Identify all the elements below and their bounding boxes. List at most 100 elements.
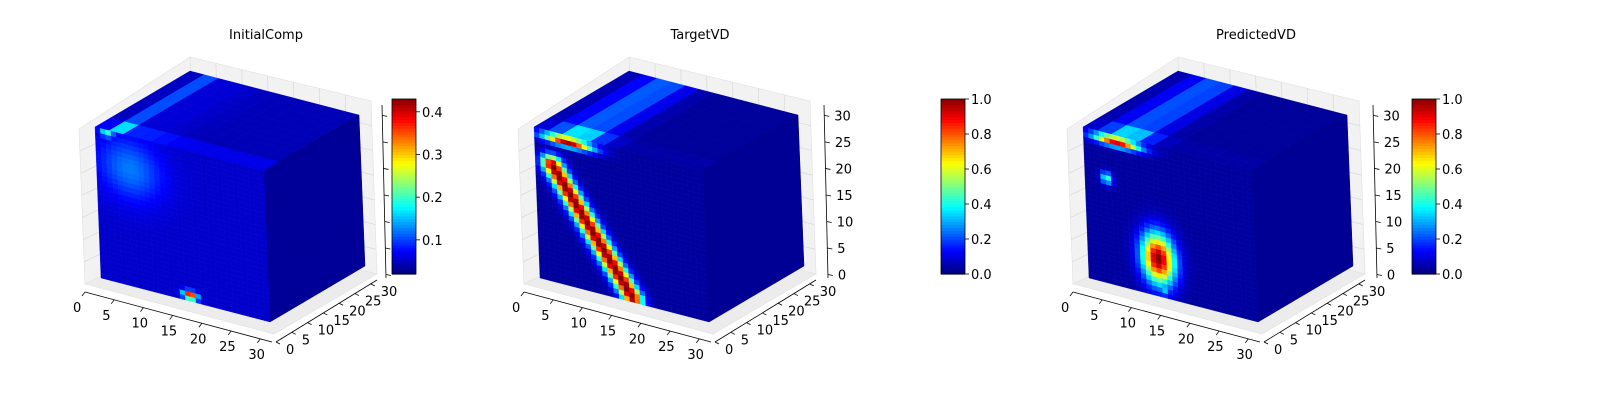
colorbar-tick-label: 0.6 [1442, 163, 1463, 178]
voxel-edge [711, 165, 719, 317]
colorbar-segment [941, 169, 965, 173]
colorbar-segment [941, 145, 965, 150]
colorbar-segment [941, 218, 965, 223]
colorbar-segment [941, 128, 965, 132]
colorbar-segment [941, 139, 965, 144]
colorbar-segment [392, 145, 416, 150]
y-tick-mark [275, 341, 281, 345]
y-tick-mark [1358, 283, 1363, 287]
colorbar-segment [941, 259, 965, 263]
voxel-edge [314, 141, 321, 293]
colorbar-tick-label: 1.0 [971, 93, 992, 108]
x-tick-mark [1098, 299, 1103, 305]
voxel-edge [284, 158, 291, 310]
colorbar-segment [941, 174, 965, 179]
y-tick-label: 20 [788, 304, 805, 319]
z-tick-mark [385, 274, 391, 276]
voxel-edge [788, 120, 796, 272]
y-tick-label: 0 [286, 343, 294, 358]
colorbar-segment [392, 99, 416, 103]
x-tick-label: 30 [248, 348, 265, 363]
voxel-edge [741, 148, 748, 300]
voxel-edge [355, 116, 363, 268]
y-tick-mark [1326, 302, 1332, 306]
colorbar-segment [941, 134, 965, 138]
colorbar-segment [941, 113, 965, 118]
colorbar-segment [941, 212, 965, 217]
z-tick-mark [1373, 141, 1379, 144]
colorbar-tick-label: 0.3 [422, 148, 443, 163]
colorbar-segment [941, 101, 965, 106]
x-tick-mark [169, 315, 173, 320]
colorbar-segment [392, 157, 416, 161]
y-tick-label: 0 [725, 343, 733, 358]
y-tick-mark [307, 322, 312, 325]
z-tick-mark [826, 221, 832, 223]
y-tick-mark [1311, 312, 1316, 316]
colorbar-tick-label: 0.4 [1442, 198, 1463, 213]
colorbar-segment [392, 116, 416, 121]
colorbar-segment [392, 195, 416, 199]
x-tick-label: 0 [512, 301, 520, 316]
y-tick-mark [714, 341, 720, 345]
x-tick-label: 20 [629, 332, 646, 347]
colorbar-segment [392, 221, 416, 226]
colorbar-segment [392, 174, 416, 179]
colorbar-tick-label: 0.6 [971, 163, 992, 178]
y-tick-mark [793, 293, 799, 296]
colorbar-frame [940, 98, 966, 275]
colorbar-tick-label: 1.0 [1442, 93, 1463, 108]
voxel-edge [777, 127, 784, 279]
x-tick-label: 10 [1119, 317, 1136, 332]
colorbar-segment [392, 110, 416, 115]
y-tick-label: 0 [1274, 343, 1282, 358]
z-tick-mark [1376, 274, 1382, 276]
x-tick-mark [666, 330, 671, 336]
y-tick-label: 30 [1369, 285, 1386, 300]
voxel-edge [735, 151, 742, 303]
colorbar-segment [392, 166, 416, 170]
colorbar-segment [941, 195, 965, 199]
colorbar-tick-label: 0.0 [971, 268, 992, 283]
colorbar-segment [392, 224, 416, 228]
x-tick-mark [637, 323, 642, 328]
colorbar-segment [392, 262, 416, 266]
y-tick-mark [291, 331, 296, 335]
x-tick-mark [198, 323, 203, 328]
x-tick-mark [1215, 330, 1220, 336]
y-tick-mark [354, 293, 360, 296]
panel-title: PredictedVD [1216, 28, 1296, 43]
y-tick-label: 10 [318, 324, 335, 339]
colorbar-tick-label: 0.4 [422, 106, 443, 121]
colorbar-segment [941, 166, 965, 170]
colorbar-segment [941, 253, 965, 258]
z-tick-label: 5 [837, 242, 845, 257]
voxel-edge [723, 158, 730, 310]
z-tick-label: 30 [1383, 109, 1400, 124]
z-tick-label: 10 [837, 215, 854, 230]
colorbar-tick-label: 0.1 [422, 234, 443, 249]
colorbar-segment [941, 157, 965, 161]
z-tick-label: 25 [1384, 136, 1401, 151]
x-tick-label: 25 [1207, 340, 1224, 355]
colorbar-segment [941, 110, 965, 115]
colorbar-segment [392, 198, 416, 202]
colorbar-segment [392, 206, 416, 211]
colorbar-segment [392, 154, 416, 158]
voxel-edge [782, 123, 790, 275]
colorbar-segment [941, 209, 965, 214]
z-tick-label: 0 [838, 269, 846, 284]
y-tick-label: 15 [772, 314, 789, 329]
colorbar-segment [941, 122, 965, 126]
colorbar-segment [941, 177, 965, 182]
y-tick-label: 15 [1321, 314, 1338, 329]
colorbar-segment [941, 230, 965, 234]
colorbar-segment [392, 183, 416, 188]
colorbar-segment [941, 198, 965, 202]
colorbar-tick-label: 0.8 [1442, 128, 1463, 143]
z-tick-mark [1373, 114, 1379, 117]
colorbar-segment [392, 180, 416, 185]
colorbar-segment [1412, 99, 1436, 103]
z-tick-mark [1375, 221, 1381, 223]
